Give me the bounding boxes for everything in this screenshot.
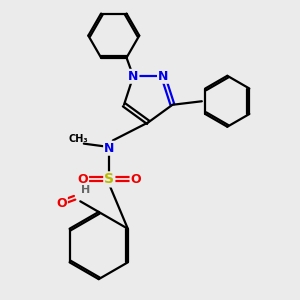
Text: H: H — [81, 185, 90, 195]
Text: S: S — [104, 172, 114, 186]
Text: N: N — [158, 70, 168, 83]
Text: O: O — [77, 173, 88, 186]
Text: O: O — [56, 196, 67, 210]
Text: CH₃: CH₃ — [69, 134, 88, 144]
Text: N: N — [128, 70, 138, 83]
Text: O: O — [130, 173, 141, 186]
Text: N: N — [104, 142, 115, 155]
